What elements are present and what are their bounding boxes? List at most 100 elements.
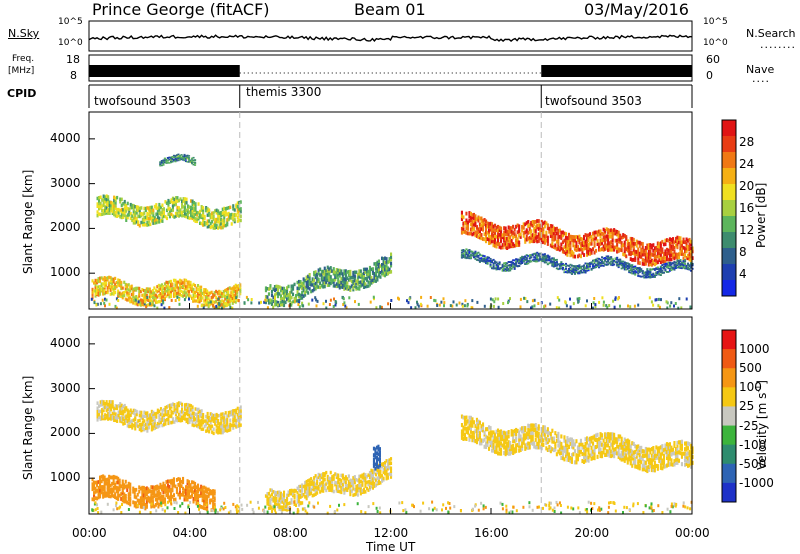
data-cell [478,235,481,240]
data-cell [136,498,139,503]
data-cell [670,249,673,254]
data-cell [513,263,516,265]
data-cell [174,156,177,158]
data-cell [120,203,123,208]
data-cell [605,246,608,251]
data-cell [341,278,344,282]
data-cell [567,239,570,244]
data-cell [302,493,305,497]
data-cell [302,484,305,489]
data-cell [494,432,497,437]
data-cell [483,304,486,308]
data-cell [132,295,135,299]
data-cell [123,403,126,408]
data-cell [308,279,311,283]
data-cell [528,255,531,258]
data-cell [166,479,169,484]
data-cell [189,286,192,290]
data-cell [510,260,513,263]
data-cell [219,302,222,306]
data-cell [162,413,165,417]
data-cell [491,236,494,241]
data-cell [673,252,676,257]
data-cell [356,489,359,493]
data-cell [558,298,561,302]
data-cell [537,258,540,261]
data-cell [465,256,468,259]
data-cell [590,267,593,270]
data-cell [129,202,132,207]
data-cell [641,275,644,278]
data-cell [610,234,613,239]
data-cell [539,257,542,260]
data-cell [482,260,485,263]
data-cell [604,259,607,262]
data-cell [531,220,534,224]
data-cell [573,247,576,251]
data-cell [195,286,198,290]
data-cell [179,210,182,215]
data-cell [569,250,572,254]
data-cell [141,505,144,509]
data-cell [171,158,174,161]
data-cell [317,279,320,284]
data-cell [232,414,235,419]
data-cell [483,232,486,237]
data-cell [174,211,177,216]
data-cell [482,428,485,433]
data-cell [171,417,174,421]
data-cell [463,304,466,308]
data-cell [186,479,189,483]
data-cell [628,265,631,268]
data-cell [186,497,189,502]
data-cell [260,300,262,304]
data-cell [350,275,353,280]
data-cell [281,497,284,501]
data-cell [206,289,209,293]
data-cell [97,293,100,297]
data-cell [184,211,187,216]
data-cell [224,210,227,214]
data-cell [188,480,191,484]
data-cell [442,297,445,301]
data-cell [561,263,564,265]
data-cell [314,474,317,478]
data-cell [495,228,498,233]
data-cell [628,251,631,256]
data-cell [134,413,137,417]
data-cell [200,505,203,509]
data-cell [482,257,485,260]
data-cell [101,212,104,216]
data-cell [498,432,501,437]
data-cell [518,227,521,232]
data-cell [146,215,149,219]
data-cell [644,271,647,274]
data-cell [338,282,341,287]
data-cell [116,195,119,200]
data-cell [596,232,599,237]
data-cell [103,301,106,305]
data-cell [634,256,637,261]
data-cell [604,258,607,261]
data-cell [673,256,676,261]
data-cell [119,408,122,413]
data-cell [583,264,586,267]
data-cell [97,279,100,284]
data-cell [175,283,178,287]
data-cell [567,249,570,254]
data-cell [183,156,186,159]
data-cell [174,160,177,163]
data-cell [127,501,130,506]
data-cell [217,425,220,429]
data-cell [204,303,207,307]
data-cell [231,296,234,300]
data-cell [542,236,545,241]
data-cell [589,234,592,239]
data-cell [191,420,194,424]
data-cell [159,205,162,210]
data-cell [611,229,614,234]
data-cell [103,494,106,498]
data-cell [278,292,281,296]
data-cell [323,278,326,282]
data-cell [96,496,99,501]
